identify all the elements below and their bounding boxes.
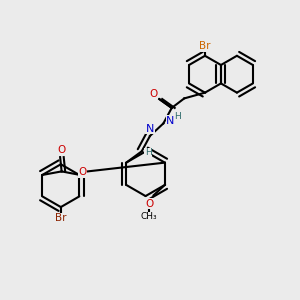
Text: H: H: [174, 112, 181, 122]
Text: CH₃: CH₃: [141, 212, 158, 221]
Text: Br: Br: [199, 41, 211, 51]
Text: N: N: [146, 124, 154, 134]
Text: O: O: [149, 89, 158, 99]
Text: N: N: [166, 116, 175, 126]
Text: O: O: [145, 199, 153, 208]
Text: Br: Br: [55, 213, 67, 224]
Text: O: O: [78, 167, 87, 177]
Text: H: H: [145, 148, 152, 157]
Text: O: O: [58, 145, 66, 155]
